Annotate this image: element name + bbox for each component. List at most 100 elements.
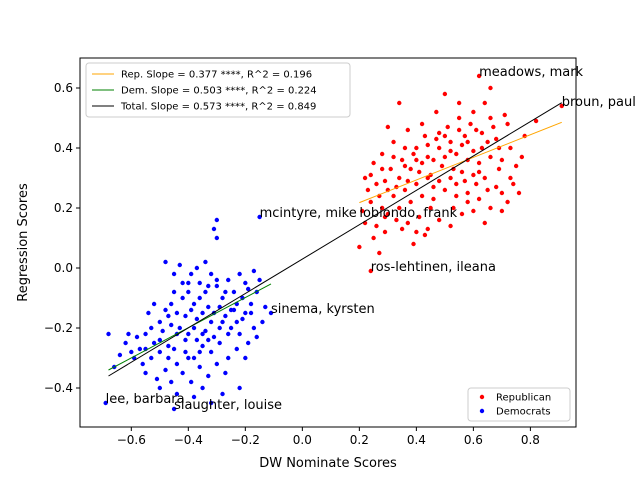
point-democrats-38	[243, 310, 248, 316]
point-democrats-92	[126, 331, 131, 337]
point-democrats-27	[208, 271, 214, 277]
point-democrats-123	[231, 307, 237, 313]
point-democrats-59	[226, 355, 231, 361]
point-republican-115	[454, 193, 459, 199]
x-tick-label-3: 0.0	[293, 433, 312, 447]
point-republican-46	[505, 199, 510, 205]
point-republican-103	[417, 169, 422, 175]
point-republican-36	[408, 166, 413, 172]
point-republican-126	[391, 154, 396, 160]
point-republican-88	[422, 133, 428, 139]
point-republican-37	[419, 160, 425, 166]
point-republican-81	[448, 223, 453, 229]
point-republican-64	[419, 193, 425, 199]
point-democrats-37	[251, 325, 257, 331]
point-republican-6	[385, 124, 391, 130]
annotation-label-3: lobiondo, frank	[359, 206, 457, 221]
point-democrats-16	[143, 331, 148, 337]
point-republican-47	[493, 184, 499, 190]
point-republican-135	[516, 190, 522, 196]
scatter-legend-marker-0	[479, 394, 485, 400]
line-legend: Rep. Slope = 0.377 ****, R^2 = 0.196 Dem.…	[85, 62, 351, 118]
point-republican-4	[451, 205, 456, 211]
point-republican-78	[414, 229, 419, 235]
point-republican-22	[465, 139, 470, 145]
point-democrats-9	[163, 259, 168, 265]
point-republican-23	[456, 127, 462, 133]
annotation-label-1: broun, paul	[562, 95, 636, 110]
annotation-label-5: sinema, kyrsten	[271, 302, 375, 317]
x-tick-label-5: 0.4	[407, 433, 426, 447]
point-republican-43	[488, 154, 493, 160]
point-democrats-98	[194, 337, 200, 343]
point-democrats-89	[151, 301, 157, 307]
point-democrats-25	[197, 280, 202, 286]
line-legend-box	[85, 62, 351, 118]
point-republican-13	[482, 100, 487, 106]
point-republican-109	[360, 208, 365, 214]
scatter-legend-entry-1: Democrats	[496, 407, 551, 418]
point-republican-14	[488, 85, 493, 91]
point-democrats-47	[166, 343, 171, 349]
point-republican-11	[456, 100, 462, 106]
point-republican-68	[465, 190, 470, 196]
point-democrats-77	[206, 304, 211, 310]
point-democrats-69	[194, 265, 200, 271]
point-republican-12	[471, 109, 476, 115]
y-tick-label-0: −0.4	[44, 381, 73, 395]
point-republican-79	[425, 226, 430, 232]
point-republican-101	[439, 163, 445, 169]
point-democrats-84	[245, 286, 251, 292]
point-democrats-120	[206, 283, 211, 289]
x-tick-label-0: −0.6	[117, 433, 146, 447]
annotation-label-0: meadows, mark	[479, 65, 583, 80]
point-democrats-17	[151, 340, 157, 346]
x-tick-label-6: 0.6	[464, 433, 483, 447]
point-democrats-71	[171, 271, 177, 277]
point-democrats-4	[257, 214, 262, 220]
point-republican-1	[559, 103, 564, 109]
point-democrats-90	[146, 310, 151, 316]
point-republican-85	[388, 166, 393, 172]
point-democrats-129	[171, 346, 177, 352]
point-democrats-72	[177, 262, 182, 268]
point-democrats-44	[191, 325, 197, 331]
point-republican-31	[371, 160, 376, 166]
point-republican-138	[382, 214, 388, 220]
point-republican-54	[414, 181, 419, 187]
point-democrats-56	[200, 343, 205, 349]
point-democrats-125	[248, 310, 254, 316]
line-legend-entry-1: Dem. Slope = 0.503 ****, R^2 = 0.224	[121, 86, 317, 97]
point-republican-124	[414, 157, 419, 163]
point-republican-80	[436, 217, 442, 223]
point-republican-5	[399, 226, 405, 232]
point-republican-17	[533, 118, 539, 124]
point-democrats-55	[191, 355, 197, 361]
point-republican-3	[368, 268, 373, 274]
x-tick-label-1: −0.4	[174, 433, 203, 447]
point-democrats-48	[157, 349, 163, 355]
point-republican-28	[402, 145, 408, 151]
point-republican-117	[476, 169, 482, 175]
x-tick-label-4: 0.2	[350, 433, 369, 447]
point-republican-93	[479, 145, 485, 151]
point-democrats-100	[211, 334, 217, 340]
point-democrats-62	[180, 370, 185, 376]
point-democrats-8	[263, 304, 268, 310]
point-democrats-61	[243, 355, 248, 361]
point-democrats-53	[174, 361, 180, 367]
point-democrats-40	[226, 331, 231, 337]
point-republican-21	[479, 130, 485, 136]
points-layer	[103, 73, 564, 412]
point-democrats-127	[197, 349, 202, 355]
scatter-legend-marker-1	[479, 408, 485, 414]
point-democrats-19	[163, 307, 168, 313]
point-democrats-85	[257, 277, 262, 283]
point-republican-57	[379, 205, 385, 211]
point-democrats-101	[220, 319, 225, 325]
point-republican-65	[431, 196, 436, 202]
point-democrats-74	[188, 307, 194, 313]
line-legend-entry-2: Total. Slope = 0.573 ****, R^2 = 0.849	[120, 102, 316, 113]
point-democrats-87	[214, 235, 220, 241]
